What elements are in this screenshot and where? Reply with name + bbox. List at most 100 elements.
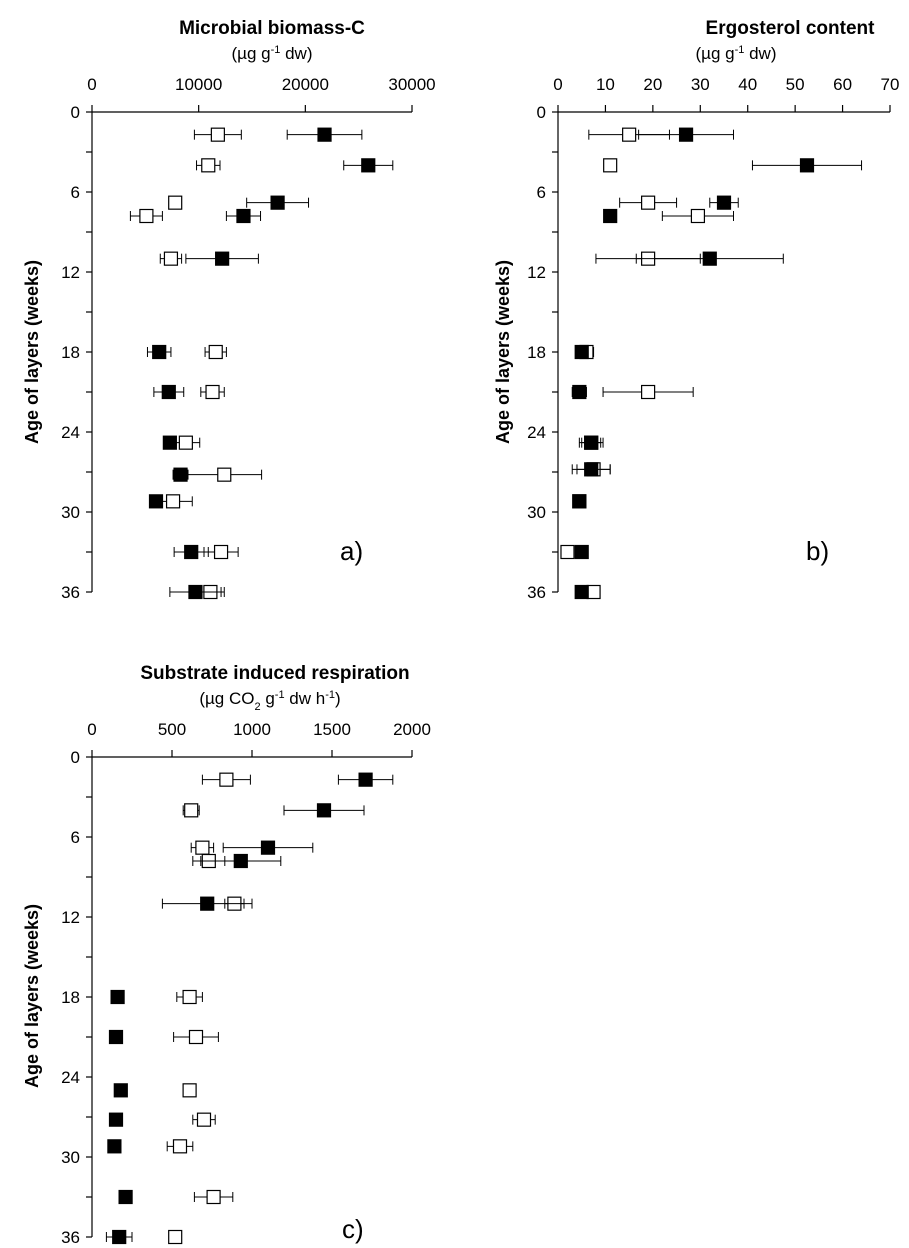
open-square-marker xyxy=(208,344,223,360)
panel-a-y-tick-label: 36 xyxy=(61,583,80,602)
open-square-marker xyxy=(641,195,656,210)
panel-c: Substrate induced respiration (µg CO2 g-… xyxy=(22,663,431,1247)
filled-square-marker xyxy=(162,435,177,450)
filled-square-marker xyxy=(152,344,167,360)
panel-a-y-axis-label: Age of layers (weeks) xyxy=(22,260,42,444)
panel-a-title: Microbial biomass-C xyxy=(179,18,365,39)
open-square-marker xyxy=(641,384,656,400)
open-square-marker xyxy=(165,494,181,509)
panel-b-y-tick-label: 0 xyxy=(537,103,546,122)
panel-a: Microbial biomass-C (µg g-1 dw) Age of l… xyxy=(22,18,436,602)
panel-c-y-tick-label: 6 xyxy=(71,828,80,847)
filled-square-marker xyxy=(574,344,589,360)
panel-c-x-tick-label: 1000 xyxy=(233,720,271,739)
panel-a-x-tick-label: 10000 xyxy=(175,75,222,94)
filled-square-marker xyxy=(233,853,248,869)
panel-b-x-tick-label: 50 xyxy=(786,75,805,94)
panel-b-title: Ergosterol content xyxy=(706,18,876,39)
panel-b-unit: (µg g-1 dw) xyxy=(696,44,777,63)
open-square-marker xyxy=(205,384,220,400)
panel-b-x-tick-label: 0 xyxy=(553,75,562,94)
filled-square-marker xyxy=(316,803,332,818)
filled-square-marker xyxy=(110,989,125,1005)
panel-c-unit: (µg CO2 g-1 dw h-1) xyxy=(199,689,340,713)
open-square-marker xyxy=(182,1083,197,1098)
panel-c-plot: 0 500 1000 1500 2000 0 6 12 18 24 30 36 xyxy=(61,720,431,1247)
panel-c-title: Substrate induced respiration xyxy=(140,663,409,684)
filled-square-marker xyxy=(574,584,589,600)
panel-b-y-tick-label: 36 xyxy=(527,583,546,602)
open-square-marker xyxy=(217,467,232,482)
panel-a-x-tick-label: 20000 xyxy=(282,75,329,94)
filled-square-marker xyxy=(799,158,815,173)
filled-square-marker xyxy=(317,127,332,142)
open-square-marker xyxy=(603,158,618,173)
filled-square-marker xyxy=(112,1229,127,1245)
open-square-marker xyxy=(139,208,154,224)
panel-a-y-tick-label: 0 xyxy=(71,103,80,122)
open-square-marker xyxy=(168,195,183,210)
panel-b-label: b) xyxy=(806,536,829,566)
panel-a-unit: (µg g-1 dw) xyxy=(232,44,313,63)
panel-a-y-tick-label: 18 xyxy=(61,343,80,362)
filled-square-marker xyxy=(584,435,599,450)
filled-square-marker xyxy=(270,195,285,210)
open-square-marker xyxy=(182,989,197,1005)
open-square-marker xyxy=(586,584,601,600)
filled-square-marker xyxy=(200,896,215,911)
panel-b-y-tick-label: 30 xyxy=(527,503,546,522)
filled-square-marker xyxy=(236,208,251,224)
filled-square-marker xyxy=(572,384,587,400)
open-square-marker xyxy=(560,544,575,560)
open-square-marker xyxy=(213,544,229,560)
panel-a-y-tick-label: 12 xyxy=(61,263,80,282)
panel-c-x-tick-label: 0 xyxy=(87,720,96,739)
panel-b: Ergosterol content (µg g-1 dw) Age of la… xyxy=(493,18,899,602)
filled-square-marker xyxy=(184,544,199,560)
open-square-marker xyxy=(622,127,637,142)
panel-b-x-tick-label: 70 xyxy=(881,75,900,94)
panel-a-x-tick-label: 0 xyxy=(87,75,96,94)
panel-b-x-tick-label: 30 xyxy=(691,75,710,94)
open-square-marker xyxy=(172,1139,188,1154)
filled-square-marker xyxy=(584,462,599,477)
panel-a-y-tick-label: 6 xyxy=(71,183,80,202)
panel-b-y-axis-label: Age of layers (weeks) xyxy=(493,260,513,444)
panel-a-y-tick-label: 30 xyxy=(61,503,80,522)
panel-b-plot: 0 10 20 30 40 50 60 70 0 6 12 18 24 30 36 xyxy=(527,75,899,602)
filled-square-marker xyxy=(361,158,376,173)
filled-square-marker xyxy=(108,1112,124,1127)
open-square-marker xyxy=(210,127,225,142)
filled-square-marker xyxy=(260,840,276,855)
panel-b-y-tick-label: 18 xyxy=(527,343,546,362)
panel-c-y-tick-label: 18 xyxy=(61,988,80,1007)
filled-square-marker xyxy=(716,195,732,210)
filled-square-marker xyxy=(702,251,717,266)
panel-a-y-tick-label: 24 xyxy=(61,423,80,442)
panel-b-x-tick-label: 10 xyxy=(596,75,615,94)
filled-square-marker xyxy=(603,208,618,224)
filled-square-marker xyxy=(572,494,587,509)
filled-square-marker xyxy=(358,772,373,787)
panel-b-y-tick-label: 24 xyxy=(527,423,546,442)
panel-c-x-tick-label: 2000 xyxy=(393,720,431,739)
panel-b-y-tick-label: 12 xyxy=(527,263,546,282)
open-square-marker xyxy=(184,803,199,818)
open-square-marker xyxy=(168,1229,183,1245)
open-square-marker xyxy=(206,1189,221,1205)
panel-a-x-tick-label: 30000 xyxy=(388,75,435,94)
filled-square-marker xyxy=(188,584,203,600)
panel-c-y-tick-label: 12 xyxy=(61,908,80,927)
panel-b-x-tick-label: 60 xyxy=(833,75,852,94)
panel-c-y-tick-label: 0 xyxy=(71,748,80,767)
open-square-marker xyxy=(690,208,706,224)
open-square-marker xyxy=(201,158,216,173)
panel-b-x-tick-label: 40 xyxy=(738,75,757,94)
filled-square-marker xyxy=(107,1139,122,1154)
open-square-marker xyxy=(188,1029,204,1045)
filled-square-marker xyxy=(113,1083,128,1098)
panel-c-x-tick-label: 500 xyxy=(158,720,186,739)
open-square-marker xyxy=(163,251,179,266)
filled-square-marker xyxy=(148,494,164,509)
panel-b-x-tick-label: 20 xyxy=(643,75,662,94)
